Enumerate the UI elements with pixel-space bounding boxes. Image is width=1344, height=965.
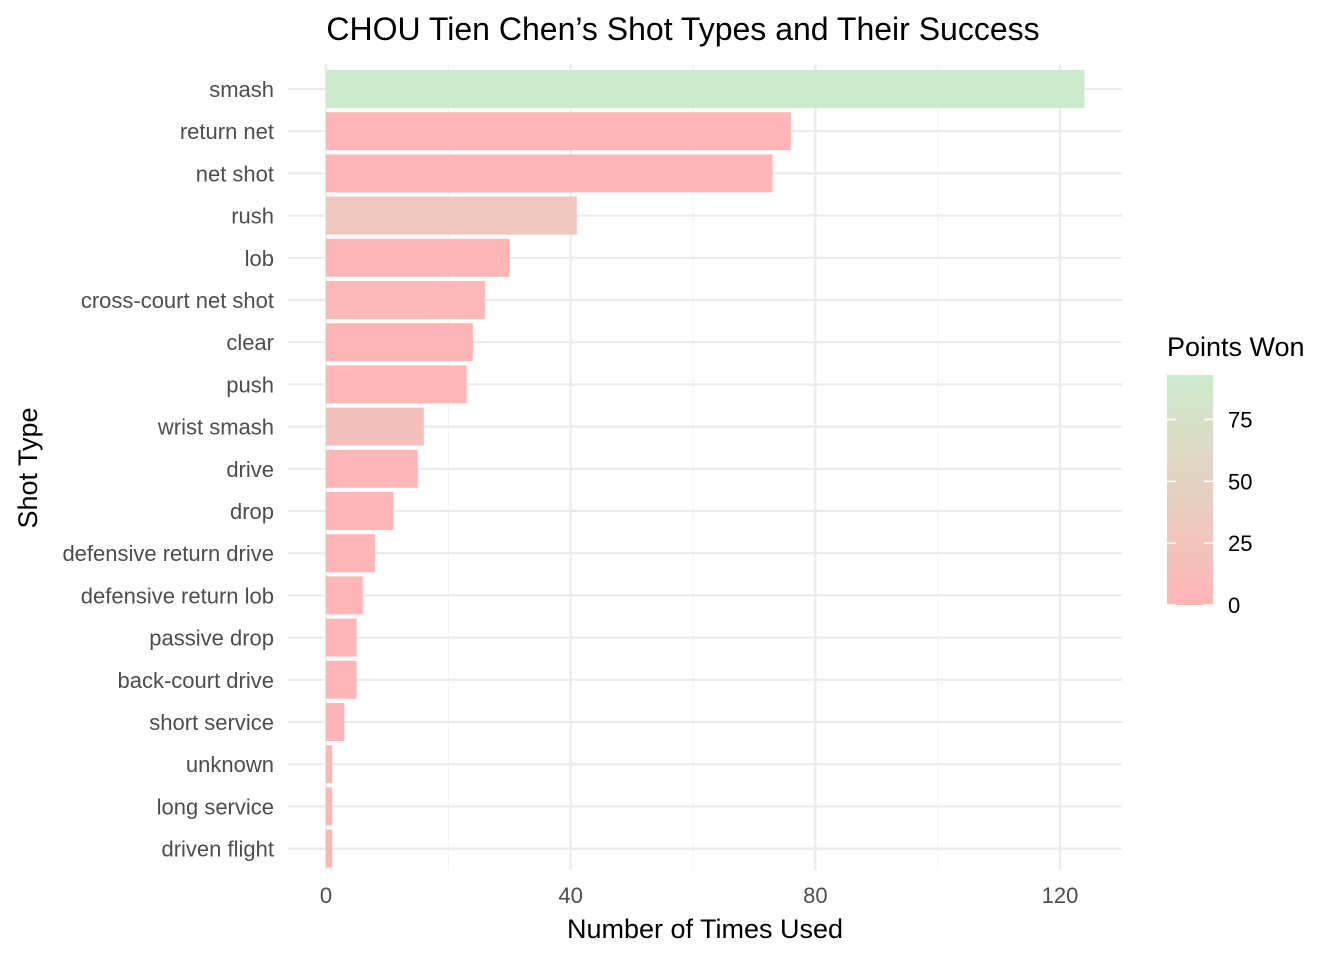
legend-color-bar xyxy=(1167,375,1213,605)
y-tick-label: rush xyxy=(231,204,274,229)
y-tick-label: unknown xyxy=(186,752,274,777)
bar-clear xyxy=(326,323,473,362)
bar-cross-court-net-shot xyxy=(326,281,486,319)
bar-drive xyxy=(326,449,418,488)
y-tick-label: clear xyxy=(226,330,274,355)
x-axis-tick-labels: 0 40 80 120 xyxy=(320,883,1078,908)
x-tick-label: 120 xyxy=(1042,883,1079,908)
y-tick-label: return net xyxy=(180,119,274,144)
bar-rush xyxy=(326,196,577,235)
bar-push xyxy=(326,365,467,404)
y-tick-label: short service xyxy=(149,710,274,735)
y-tick-label: driven flight xyxy=(161,837,274,862)
bar-wrist-smash xyxy=(326,407,424,446)
y-tick-label: long service xyxy=(157,794,274,819)
legend-tick-label: 75 xyxy=(1228,408,1252,433)
y-tick-label: push xyxy=(226,372,274,397)
legend-tick-label: 25 xyxy=(1228,531,1252,556)
legend-title: Points Won xyxy=(1167,332,1305,362)
y-axis-tick-labels: smash return net net shot rush lob cross-cour… xyxy=(62,77,274,862)
bar-back-court-drive xyxy=(326,660,357,699)
legend-tick-label: 50 xyxy=(1228,469,1252,494)
y-tick-label: wrist smash xyxy=(157,415,274,440)
y-tick-label: drop xyxy=(230,499,274,524)
bar-lob xyxy=(326,238,510,277)
bar-long-service xyxy=(326,787,333,826)
bar-net-shot xyxy=(326,154,773,193)
chart-title: CHOU Tien Chen’s Shot Types and Their Su… xyxy=(326,11,1039,47)
y-tick-label: drive xyxy=(226,457,274,482)
bars xyxy=(326,70,1085,868)
bar-driven-flight xyxy=(326,829,333,868)
y-axis-title: Shot Type xyxy=(13,407,43,528)
bar-smash xyxy=(326,70,1085,108)
y-tick-label: smash xyxy=(209,77,274,102)
legend-ticks: 0 25 50 75 xyxy=(1167,408,1252,618)
x-tick-label: 0 xyxy=(320,883,332,908)
bar-defensive-return-lob xyxy=(326,576,363,615)
bar-short-service xyxy=(326,703,345,741)
bar-unknown xyxy=(326,745,333,784)
x-tick-label: 40 xyxy=(558,883,582,908)
y-tick-label: net shot xyxy=(196,161,274,186)
y-tick-label: defensive return drive xyxy=(62,541,274,566)
legend-tick-label: 0 xyxy=(1228,593,1240,618)
x-tick-label: 80 xyxy=(803,883,827,908)
y-tick-label: defensive return lob xyxy=(81,583,274,608)
bar-passive-drop xyxy=(326,618,357,657)
bar-drop xyxy=(326,492,394,530)
y-tick-label: cross-court net shot xyxy=(81,288,274,313)
bar-return-net xyxy=(326,112,791,151)
legend: Points Won 0 25 50 75 xyxy=(1167,332,1305,618)
y-tick-label: back-court drive xyxy=(117,668,274,693)
y-tick-label: passive drop xyxy=(149,626,274,651)
bar-defensive-return-drive xyxy=(326,534,375,573)
y-tick-label: lob xyxy=(245,246,274,271)
x-axis-title: Number of Times Used xyxy=(567,914,843,944)
